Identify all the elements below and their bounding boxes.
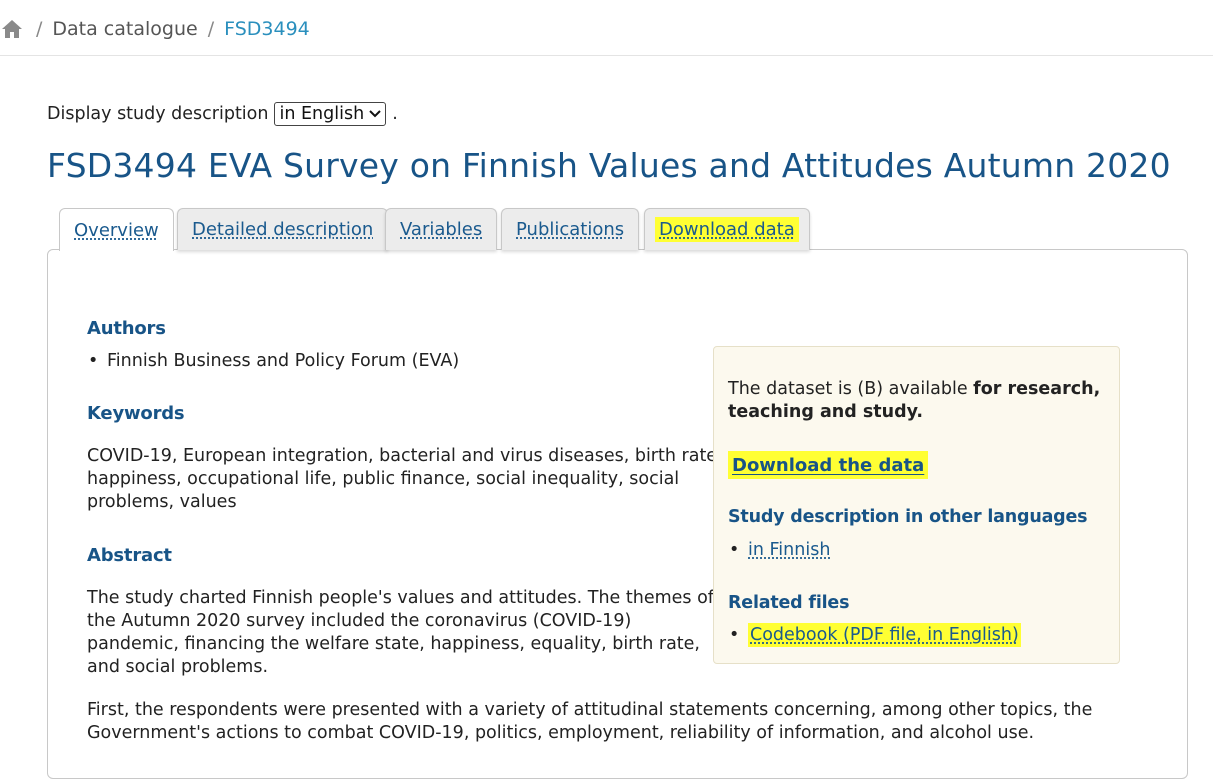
related-files-heading: Related files (728, 593, 850, 613)
other-language-item: in Finnish (729, 539, 831, 562)
authors-heading: Authors (87, 318, 166, 339)
top-bar: / Data catalogue / FSD3494 (0, 0, 1213, 56)
other-languages-heading: Study description in other languages (728, 507, 1088, 527)
abstract-line: the Autumn 2020 survey included the coro… (87, 611, 632, 631)
keywords-heading: Keywords (87, 403, 185, 424)
language-select[interactable]: in English (274, 102, 387, 126)
tab-overview[interactable]: Overview (59, 208, 174, 251)
tab-label: Publications (516, 219, 625, 240)
keywords-line: happiness, occupational life, public fin… (87, 469, 680, 489)
keywords-text: COVID-19, European integration, bacteria… (87, 445, 723, 514)
tab-label: Detailed description (192, 219, 374, 240)
language-selector-row: Display study description in English . (47, 102, 398, 126)
access-sidebar: The dataset is (B) available for researc… (713, 346, 1120, 664)
availability-bold: teaching and study. (728, 402, 924, 422)
abstract-line: and social problems. (87, 657, 269, 677)
availability-prefix: The dataset is (B) available (728, 379, 974, 399)
availability-text: The dataset is (B) available for researc… (728, 378, 1100, 424)
abstract-heading: Abstract (87, 545, 172, 566)
abstract-text-2: First, the respondents were presented wi… (87, 699, 1092, 745)
language-label: Display study description (47, 104, 269, 124)
breadcrumb-current[interactable]: FSD3494 (224, 18, 310, 40)
abstract-line: First, the respondents were presented wi… (87, 700, 1093, 720)
availability-bold: for research, (973, 379, 1101, 399)
codebook-link[interactable]: Codebook (PDF file, in English) (748, 623, 1021, 647)
breadcrumb: / Data catalogue / FSD3494 (0, 16, 310, 42)
tab-variables[interactable]: Variables (385, 208, 498, 250)
language-suffix: . (392, 104, 398, 124)
related-file-item: Codebook (PDF file, in English) (729, 623, 1021, 647)
keywords-line: problems, values (87, 492, 237, 512)
tab-label: Download data (655, 217, 799, 242)
download-data-link[interactable]: Download the data (728, 451, 929, 479)
language-select-value: in English (279, 104, 365, 124)
abstract-line: pandemic, financing the welfare state, h… (87, 634, 700, 654)
breadcrumb-separator: / (36, 18, 43, 40)
tab-publications[interactable]: Publications (501, 208, 640, 250)
page-title: FSD3494 EVA Survey on Finnish Values and… (47, 146, 1171, 185)
breadcrumb-separator: / (207, 18, 215, 40)
home-icon[interactable] (0, 17, 24, 41)
abstract-line: The study charted Finnish people's value… (87, 588, 714, 608)
abstract-line: Government's actions to combat COVID-19,… (87, 723, 1035, 743)
tab-label: Overview (74, 219, 159, 241)
tab-download-data[interactable]: Download data (644, 208, 810, 250)
chevron-down-icon (369, 110, 381, 118)
author-item: Finnish Business and Policy Forum (EVA) (88, 350, 459, 373)
tab-label: Variables (400, 219, 483, 240)
abstract-text: The study charted Finnish people's value… (87, 587, 714, 679)
finnish-description-link[interactable]: in Finnish (748, 540, 831, 560)
keywords-line: COVID-19, European integration, bacteria… (87, 446, 723, 466)
tab-detailed-description[interactable]: Detailed description (177, 208, 389, 250)
breadcrumb-data-catalogue[interactable]: Data catalogue (52, 18, 198, 40)
